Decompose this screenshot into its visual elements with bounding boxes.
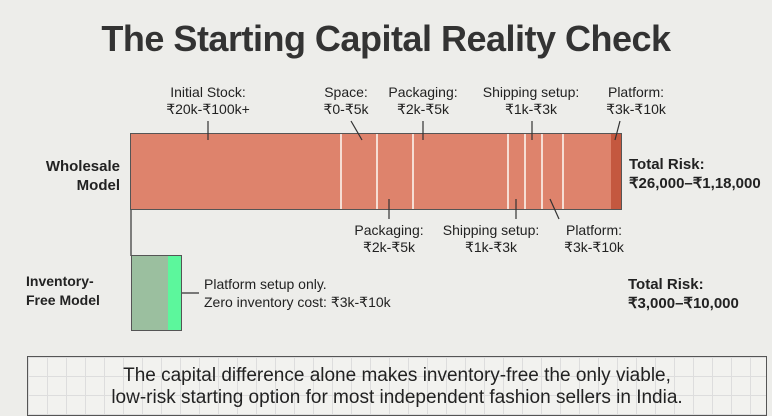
inventory-free-bar — [131, 255, 182, 331]
label-platform-bottom: Platform: ₹3k-₹10k — [564, 222, 624, 255]
inventory-free-note: Platform setup only. Zero inventory cost:… — [204, 276, 391, 310]
wholesale-total: Total Risk: ₹26,000–₹1,18,000 — [629, 156, 761, 192]
label-shipping-top: Shipping setup: ₹1k-₹3k — [482, 84, 580, 117]
conclusion-box: The capital difference alone makes inven… — [27, 356, 767, 416]
inventory-free-total: Total Risk: ₹3,000–₹10,000 — [628, 276, 739, 312]
wholesale-label: Wholesale Model — [45, 158, 120, 194]
label-shipping-bottom: Shipping setup: ₹1k-₹3k — [442, 222, 540, 255]
inventory-free-label: Inventory- Free Model — [26, 273, 100, 308]
label-initial-stock: Initial Stock: ₹20k-₹100k+ — [166, 84, 250, 117]
wholesale-bar — [130, 133, 622, 210]
label-packaging-bottom: Packaging: ₹2k-₹5k — [354, 222, 424, 255]
label-platform-top: Platform: ₹3k-₹10k — [606, 84, 666, 117]
label-packaging-top: Packaging: ₹2k-₹5k — [388, 84, 458, 117]
label-space: Space: ₹0-₹5k — [323, 84, 369, 117]
page-title: The Starting Capital Reality Check — [101, 18, 671, 59]
